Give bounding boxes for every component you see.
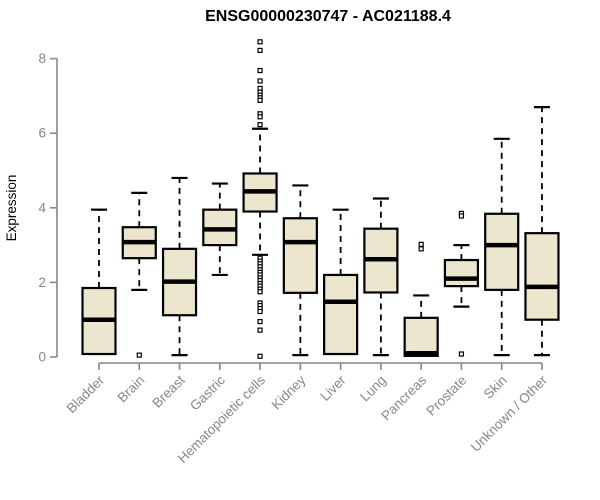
box-lung [363, 197, 399, 357]
outlier-point [136, 352, 142, 358]
outlier-point [257, 67, 263, 74]
outlier-point [257, 39, 263, 45]
box-brain [121, 191, 157, 358]
iqr-box [443, 258, 480, 288]
box-hematopoietic-cells [242, 39, 278, 359]
iqr-box [282, 217, 318, 294]
category-label-breast: Breast [149, 372, 187, 410]
box-pancreas [403, 241, 439, 357]
category-label-kidney: Kidney [269, 372, 309, 412]
iqr-box [323, 273, 359, 356]
box-kidney [282, 184, 318, 357]
category-label-pancreas: Pancreas [378, 372, 429, 423]
box-breast [161, 176, 198, 357]
outlier-point [418, 246, 424, 252]
y-tick-label: 2 [38, 275, 46, 290]
chart-title: ENSG00000230747 - AC021188.4 [205, 8, 451, 25]
iqr-box [524, 232, 560, 321]
outlier-point [257, 47, 263, 53]
outlier-point [257, 97, 263, 103]
box-layer [81, 39, 560, 359]
box-prostate [443, 210, 480, 357]
box-unknown-other [524, 105, 560, 357]
category-label-brain: Brain [114, 373, 147, 406]
y-tick-label: 8 [38, 51, 46, 66]
y-axis-label: Expression [4, 175, 19, 242]
outlier-point [257, 327, 263, 333]
box-liver [323, 208, 359, 356]
outlier-point [257, 114, 263, 120]
outlier-point [257, 308, 263, 315]
outlier-point [257, 122, 263, 128]
category-label-liver: Liver [317, 372, 349, 404]
category-label-skin: Skin [481, 373, 510, 402]
outlier-point [257, 353, 263, 359]
category-label-bladder: Bladder [64, 372, 108, 416]
box-bladder [81, 208, 117, 356]
category-label-unknown-other: Unknown / Other [468, 372, 551, 455]
box-skin [484, 137, 520, 357]
iqr-box [403, 316, 439, 357]
outlier-point [257, 78, 263, 84]
outlier-point [257, 318, 263, 325]
outlier-point [458, 351, 465, 357]
outlier-point [458, 213, 465, 219]
category-label-lung: Lung [357, 373, 389, 405]
y-tick-label: 4 [38, 200, 46, 215]
outlier-point [257, 289, 263, 295]
y-tick-label: 6 [38, 126, 46, 141]
category-label-prostate: Prostate [423, 373, 469, 419]
iqr-box [484, 212, 520, 291]
outlier-point [418, 241, 424, 247]
y-tick-label: 0 [38, 350, 46, 365]
box-gastric [202, 182, 238, 277]
